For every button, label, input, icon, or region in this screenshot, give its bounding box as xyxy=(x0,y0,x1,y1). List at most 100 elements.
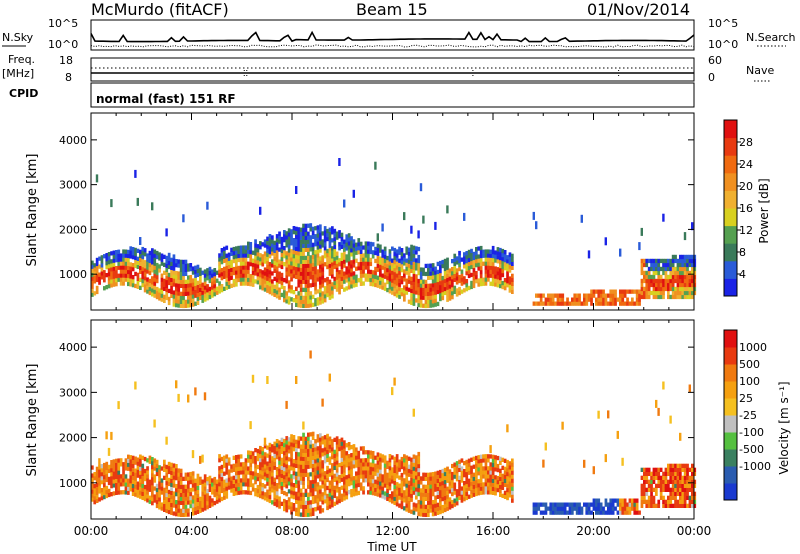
power-cell xyxy=(201,282,205,287)
power-cell xyxy=(328,271,332,276)
velocity-cell xyxy=(158,481,161,486)
power-cell xyxy=(129,278,133,283)
velocity-cell xyxy=(410,493,413,498)
velocity-cell xyxy=(290,474,293,479)
velocity-cell xyxy=(561,506,565,511)
velocity-cell xyxy=(679,503,682,508)
velocity-cell xyxy=(316,434,320,439)
velocity-cell xyxy=(554,502,557,507)
power-cell xyxy=(235,254,238,259)
velocity-cell xyxy=(100,488,104,493)
velocity-cell xyxy=(304,448,308,453)
velocity-cell xyxy=(172,491,176,496)
velocity-cell xyxy=(148,487,152,492)
power-cell xyxy=(112,266,116,271)
velocity-cell xyxy=(307,440,310,445)
velocity-outlier xyxy=(393,377,396,386)
velocity-cell xyxy=(251,487,255,492)
power-cell xyxy=(211,293,214,298)
velocity-cell xyxy=(328,480,332,485)
power-cell xyxy=(119,261,123,266)
power-cell xyxy=(167,300,171,306)
velocity-cell xyxy=(321,508,325,513)
velocity-cell xyxy=(422,512,425,517)
power-cell xyxy=(124,273,128,278)
power-cell xyxy=(163,270,166,275)
velocity-outlier xyxy=(153,419,156,428)
power-cell xyxy=(626,289,629,294)
velocity-cell xyxy=(328,460,332,465)
power-cell xyxy=(275,242,279,247)
power-bar-swatch-4 xyxy=(724,208,737,227)
velocity-bar-swatch-2 xyxy=(724,449,737,467)
velocity-cell xyxy=(640,503,644,508)
velocity-cell xyxy=(383,459,387,464)
velocity-cell xyxy=(374,479,377,484)
velocity-cell xyxy=(189,479,193,485)
power-cell xyxy=(297,299,301,304)
power-cell xyxy=(338,246,341,251)
power-cell xyxy=(299,235,303,240)
velocity-cell xyxy=(268,450,272,456)
power-cell xyxy=(376,247,380,252)
power-cell xyxy=(679,278,682,284)
power-cell xyxy=(393,255,397,261)
n-sky-line xyxy=(90,30,695,43)
velocity-cell xyxy=(403,490,406,495)
velocity-cell xyxy=(436,474,440,479)
velocity-cell xyxy=(273,441,277,446)
power-cell xyxy=(494,250,497,255)
velocity-cell xyxy=(259,449,262,455)
velocity-cell xyxy=(232,483,236,488)
power-cell xyxy=(91,268,94,273)
power-cell xyxy=(227,264,231,269)
power-cell xyxy=(427,287,430,292)
power-cell xyxy=(412,269,416,274)
velocity-cell xyxy=(335,476,339,481)
power-cell xyxy=(403,289,406,294)
velocity-cell xyxy=(451,483,454,489)
power-cell xyxy=(307,287,310,292)
velocity-cell xyxy=(427,480,430,485)
power-cell xyxy=(472,275,476,281)
velocity-cell xyxy=(275,487,279,492)
velocity-cell xyxy=(446,478,449,483)
power-cell xyxy=(328,247,332,252)
power-cell xyxy=(172,294,176,299)
power-cell xyxy=(364,245,368,250)
velocity-cell xyxy=(400,464,404,470)
power-cell xyxy=(352,251,356,256)
power-cell xyxy=(194,285,197,290)
velocity-cell xyxy=(237,458,241,463)
velocity-cell xyxy=(393,500,397,505)
power-cell xyxy=(688,274,692,280)
power-cell xyxy=(278,291,281,296)
velocity-cell xyxy=(319,449,322,454)
velocity-cell xyxy=(323,499,327,504)
power-cell xyxy=(232,246,236,252)
power-cell xyxy=(304,267,308,272)
velocity-cell xyxy=(597,510,601,515)
power-cell xyxy=(309,291,313,296)
power-cell xyxy=(302,231,305,236)
power-cell xyxy=(163,262,166,267)
power-cell xyxy=(393,251,397,257)
velocity-cell xyxy=(427,512,430,517)
power-cell xyxy=(379,284,382,289)
velocity-cell xyxy=(127,454,130,459)
power-cell xyxy=(136,248,140,253)
power-cell xyxy=(489,257,493,262)
velocity-cell xyxy=(568,510,572,515)
velocity-cell xyxy=(458,483,461,488)
power-cell xyxy=(429,283,433,288)
power-cell xyxy=(211,269,214,274)
power-cell xyxy=(446,285,449,290)
velocity-cell xyxy=(676,487,680,492)
power-cell xyxy=(671,258,675,264)
ytick-label-4000: 4000 xyxy=(59,341,87,354)
velocity-cell xyxy=(479,458,483,463)
velocity-cell xyxy=(179,488,183,493)
velocity-cell xyxy=(95,470,99,475)
velocity-cell xyxy=(652,467,656,472)
velocity-outlier xyxy=(544,442,547,451)
